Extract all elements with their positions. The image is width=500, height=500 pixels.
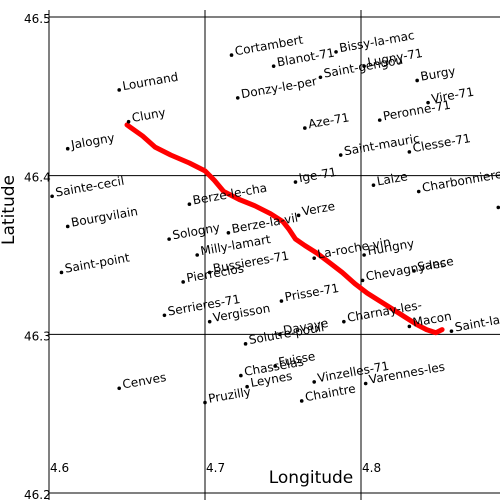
place-marker xyxy=(299,399,304,403)
place-marker xyxy=(162,313,167,318)
place-marker xyxy=(239,373,243,378)
place-marker xyxy=(377,118,382,122)
grid xyxy=(48,10,500,500)
place-label: Fuisse xyxy=(277,349,316,369)
tick-labels: 4.6 4.7 4.8 46.5 46.4 46.3 46.2 xyxy=(24,12,381,500)
place-marker xyxy=(407,324,412,329)
place-marker xyxy=(226,230,231,235)
place-marker xyxy=(342,319,346,324)
place-marker xyxy=(65,224,70,229)
y-axis-label: Latitude xyxy=(0,175,19,245)
place-marker xyxy=(426,100,430,105)
place-marker xyxy=(360,278,365,283)
place-marker xyxy=(181,280,185,284)
place-marker xyxy=(312,256,317,260)
place-label: Chaintre xyxy=(304,382,357,405)
y-tick-label: 46.5 xyxy=(24,12,51,26)
place-marker xyxy=(407,150,412,154)
place-marker xyxy=(243,342,248,346)
place-marker xyxy=(416,189,421,194)
place-label: Cluny xyxy=(131,105,167,125)
place-marker xyxy=(117,386,121,391)
place-label: Aze-71 xyxy=(307,110,350,131)
place-marker xyxy=(187,202,192,207)
place-label: Lournand xyxy=(121,70,179,94)
place-marker xyxy=(338,153,343,157)
place-label: La-roche-vin xyxy=(316,235,391,262)
place-label: Saint-point xyxy=(64,250,131,275)
place-label: Laize xyxy=(376,169,409,188)
place-marker xyxy=(334,50,338,54)
place-marker xyxy=(235,96,240,100)
place-marker xyxy=(371,183,376,187)
place-label: Jalogny xyxy=(69,131,116,153)
place-marker xyxy=(279,299,284,303)
place-label: Saint-mauric xyxy=(343,131,421,158)
place-label: Peronne-71 xyxy=(382,98,452,124)
place-label: Burgy xyxy=(419,64,456,84)
place-marker xyxy=(278,332,282,337)
place-label: Sainte-cecil xyxy=(54,174,125,200)
place-marker xyxy=(59,270,64,275)
place-label: Sance xyxy=(416,254,454,274)
place-label: Cenves xyxy=(121,370,167,391)
place-marker xyxy=(117,88,121,92)
y-tick-label: 46.2 xyxy=(24,488,51,500)
place-marker xyxy=(415,78,419,83)
place-marker xyxy=(65,146,70,151)
place-label: Bourgvilain xyxy=(70,204,139,230)
x-tick-label: 4.7 xyxy=(206,461,225,475)
place-marker xyxy=(167,237,171,241)
place-label: Macon xyxy=(412,309,453,330)
y-tick-label: 46.4 xyxy=(24,171,51,185)
place-marker xyxy=(207,270,212,275)
place-marker xyxy=(318,75,323,80)
x-tick-label: 4.8 xyxy=(362,461,381,475)
place-label: Charbonniere xyxy=(421,167,500,195)
place-marker xyxy=(273,364,278,368)
place-marker xyxy=(449,329,454,333)
place-marker xyxy=(496,205,500,210)
place-marker xyxy=(296,213,301,218)
place-label: Prisse-71 xyxy=(284,281,340,304)
place-marker xyxy=(207,319,212,324)
x-tick-label: 4.6 xyxy=(50,461,69,475)
place-marker xyxy=(293,180,298,184)
place-label: Ige-71 xyxy=(298,165,338,185)
place-label: Saint-lauren xyxy=(454,308,500,334)
place-label: Pruzilly xyxy=(207,385,252,406)
place-marker xyxy=(229,53,234,57)
place-marker xyxy=(362,64,366,68)
place-marker xyxy=(303,126,307,130)
place-marker xyxy=(412,269,416,273)
place-label: Chevagny-les xyxy=(365,256,447,284)
route xyxy=(124,122,445,336)
place-label: Donzy-le-per xyxy=(240,74,318,101)
y-tick-label: 46.3 xyxy=(24,329,51,343)
place-marker xyxy=(271,64,276,68)
place-label: Berze-le-cha xyxy=(192,181,268,208)
place-marker xyxy=(126,119,131,124)
place-marker xyxy=(195,253,199,257)
place-label: Clesse-71 xyxy=(412,131,472,155)
place-marker xyxy=(203,400,207,405)
places: CortambertBissy-la-macBlanot-71Lugny-71M… xyxy=(50,28,500,406)
place-marker xyxy=(312,380,317,384)
place-label: Sologny xyxy=(171,220,221,242)
place-label: Verze xyxy=(301,199,336,219)
place-marker xyxy=(362,253,366,257)
place-marker xyxy=(245,384,249,389)
place-marker xyxy=(363,381,368,386)
route-line xyxy=(124,122,445,336)
place-marker xyxy=(50,194,54,199)
x-axis-label: Longitude xyxy=(269,468,354,488)
